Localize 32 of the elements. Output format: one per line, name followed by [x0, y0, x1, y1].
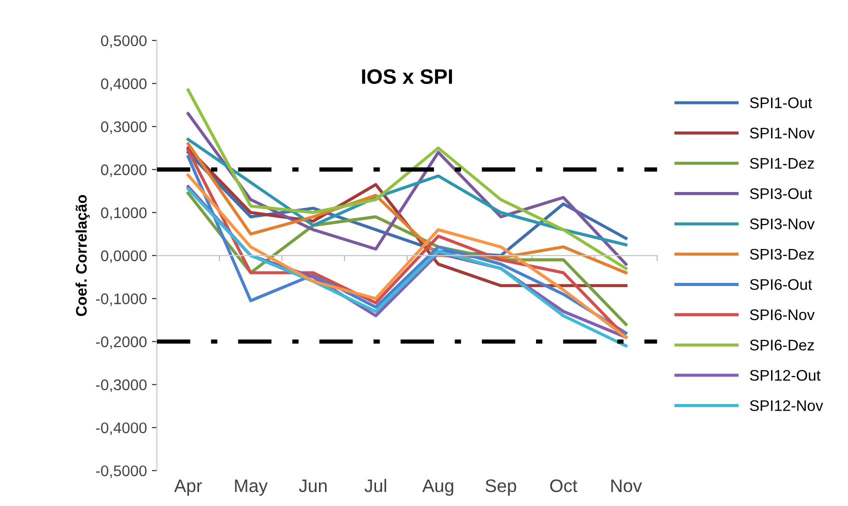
legend-label: SPI6-Nov — [750, 309, 815, 320]
y-tick-label: -0,2000 — [96, 336, 147, 350]
x-tick-label: Jul — [364, 478, 386, 492]
x-tick-label: May — [235, 480, 268, 496]
legend-label: SPI12-Out — [750, 370, 821, 381]
y-tick-label: 0,3000 — [101, 121, 147, 134]
legend-label: SPI6-Dez — [750, 340, 814, 350]
y-axis-title: Coef. Correlação — [76, 194, 90, 316]
legend-label: SPI12-Nov — [750, 400, 824, 412]
x-tick-label: Oct — [550, 479, 578, 492]
y-tick-label: 0,2000 — [101, 164, 147, 177]
legend-label: SPI1-Out — [750, 97, 812, 108]
legend-label: SPI1-Nov — [750, 128, 815, 138]
y-tick-label: 0,4000 — [101, 78, 147, 91]
y-tick-label: 0,5000 — [101, 35, 147, 48]
x-tick-label: Jun — [298, 480, 327, 492]
y-tick-label: -0,5000 — [96, 465, 147, 478]
text: IOS x SPI — [362, 69, 452, 84]
x-tick-label: Sep — [486, 479, 516, 496]
y-tick-label: -0,1000 — [96, 293, 147, 306]
y-tick-label: -0,3000 — [96, 379, 147, 392]
legend-label: SPI3-Nov — [750, 218, 815, 230]
y-tick-label: 0,1000 — [101, 207, 147, 220]
legend-label: SPI3-Out — [750, 188, 812, 200]
x-tick-label: Nov — [611, 480, 642, 492]
legend-label: SPI6-Out — [750, 279, 812, 290]
y-tick-label: -0,4000 — [96, 422, 147, 436]
y-tick-label: 0,0000 — [101, 250, 147, 264]
x-tick-label: Apr — [174, 480, 202, 496]
legend-label: SPI1-Dez — [750, 158, 814, 169]
legend-label: SPI3-Dez — [750, 248, 814, 260]
x-tick-label: Aug — [422, 480, 454, 496]
